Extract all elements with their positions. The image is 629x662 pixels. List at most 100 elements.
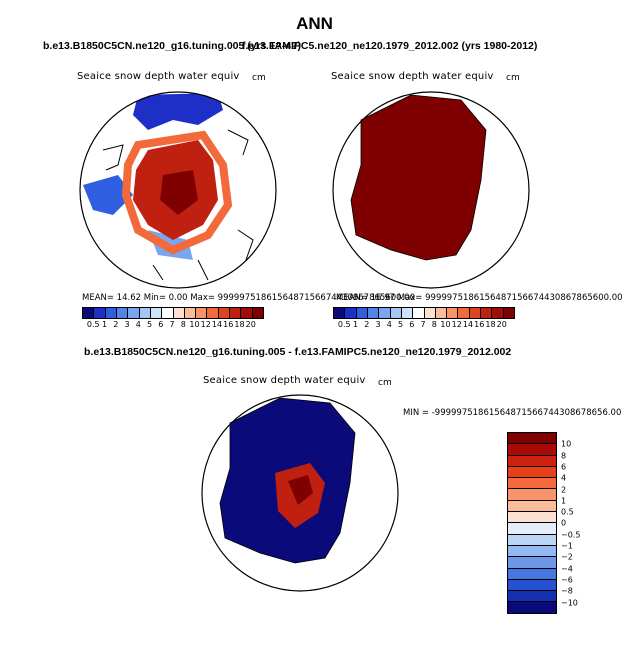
colorbar-swatch (334, 308, 346, 318)
colorbar-tick-label: 16 (223, 320, 234, 329)
colorbar-tick-label: −4 (561, 564, 573, 574)
colorbar-tick-label: 1 (561, 496, 567, 506)
colorbar-tick-label: 3 (124, 320, 130, 329)
colorbar-swatch (508, 489, 556, 501)
colorbar-tick-label: −6 (561, 575, 573, 585)
colorbar-swatch (508, 433, 556, 445)
colorbar-tick-label: −8 (561, 586, 573, 596)
colorbar-tick-label: −2 (561, 552, 573, 562)
colorbar-tick-label: 4 (561, 473, 567, 483)
panel3-case-title: b.e13.B1850C5CN.ne120_g16.tuning.005 - f… (84, 346, 512, 358)
colorbar-swatch (508, 568, 556, 580)
panel2-field-label: Seaice snow depth water equiv (331, 71, 494, 82)
colorbar-swatch (508, 512, 556, 524)
colorbar-swatch (241, 308, 253, 318)
panel1-stats: MEAN= 14.62 Min= 0.00 Max= 9999975186156… (82, 293, 416, 303)
colorbar-tick-label: 0.5 (86, 320, 100, 329)
colorbar-tick-label: 20 (496, 320, 507, 329)
panel1-coastlines (102, 129, 254, 281)
colorbar-swatch (207, 308, 219, 318)
colorbar-swatch (184, 308, 197, 318)
colorbar-tick-label: 0.5 (337, 320, 351, 329)
panel1-map-border (79, 91, 277, 289)
colorbar-swatch (508, 478, 556, 490)
colorbar-tick-label: 20 (245, 320, 256, 329)
panel3-map (201, 394, 399, 592)
panel2-case-title: f.e13.FAMIPC5.ne120_ne120.1979_2012.002 … (242, 40, 538, 52)
colorbar-swatch (503, 308, 514, 318)
panel3-darkred-center (288, 475, 313, 505)
colorbar-swatch (508, 523, 556, 535)
colorbar-swatch (424, 308, 436, 318)
colorbar-tick-label: −10 (561, 598, 578, 607)
colorbar-tick-label: −0.5 (561, 530, 581, 540)
colorbar-tick-label: 0 (561, 518, 567, 528)
colorbar-swatch (508, 602, 556, 613)
colorbar-tick-label: 10 (561, 439, 572, 449)
colorbar-tick-label: 4 (135, 320, 141, 329)
panel1-case-title: b.e13.B1850C5CN.ne120_g16.tuning.005 (yr… (43, 40, 301, 52)
figure-title: ANN (296, 14, 333, 33)
colorbar-tick-label: 5 (397, 320, 404, 329)
colorbar-swatch (230, 308, 242, 318)
colorbar-swatch (116, 308, 129, 318)
panel1-map (79, 91, 277, 289)
panel2-coastlines (350, 94, 487, 261)
colorbar-tick-label: 3 (375, 320, 381, 329)
panel2-unit: cm (506, 73, 520, 83)
panel3-map-border (201, 394, 399, 592)
colorbar-swatch (481, 308, 493, 318)
colorbar-tick-label: 10 (189, 320, 200, 329)
colorbar-swatch (356, 308, 368, 318)
colorbar-swatch (508, 591, 556, 603)
colorbar-swatch (173, 308, 185, 318)
colorbar-tick-label: 7 (420, 320, 426, 329)
panel3-coastlines (219, 397, 356, 564)
panel2-darkred-region (351, 95, 486, 260)
colorbar-tick-label: 0.5 (561, 507, 574, 517)
colorbar-tick-label: 6 (561, 462, 567, 472)
colorbar-tick-label: 14 (462, 320, 474, 329)
colorbar-swatch (469, 308, 482, 318)
colorbar-swatch (150, 308, 163, 318)
colorbar-tick-label: 4 (386, 320, 392, 329)
panel1-blue-region-top (133, 93, 223, 130)
colorbar-tick-label: 10 (440, 320, 451, 329)
colorbar-left (82, 307, 264, 319)
colorbar-tick-label: 7 (169, 320, 175, 329)
colorbar-swatch (367, 308, 380, 318)
colorbar-swatch (508, 500, 556, 513)
panel1-field-label: Seaice snow depth water equiv (77, 71, 240, 82)
colorbar-swatch (508, 444, 556, 456)
colorbar-swatch (94, 308, 106, 318)
colorbar-difference (507, 432, 557, 614)
colorbar-swatch (508, 534, 556, 546)
panel3-stats: MIN = -99999751861564871566744308678656.… (403, 408, 622, 418)
colorbar-swatch (458, 308, 470, 318)
panel1-orange-fringe (121, 130, 233, 255)
panel1-unit: cm (252, 73, 266, 83)
colorbar-swatch (390, 308, 402, 318)
panel3-field-label: Seaice snow depth water equiv (203, 375, 366, 386)
colorbar-swatch (252, 308, 263, 318)
colorbar-swatch (508, 466, 556, 479)
colorbar-tick-label: 6 (409, 320, 415, 329)
colorbar-tick-label: 2 (364, 320, 370, 329)
colorbar-tick-label: 12 (200, 320, 211, 329)
colorbar-swatch (508, 455, 556, 467)
colorbar-tick-label: 12 (451, 320, 462, 329)
colorbar-swatch (139, 308, 151, 318)
colorbar-swatch (196, 308, 208, 318)
colorbar-tick-label: 2 (561, 485, 567, 494)
colorbar-swatch (447, 308, 459, 318)
colorbar-tick-label: 14 (211, 320, 223, 329)
panel2-map-border (332, 91, 530, 289)
colorbar-tick-label: 5 (146, 320, 153, 329)
colorbar-tick-label: 8 (561, 451, 567, 461)
colorbar-tick-label: 18 (234, 320, 245, 329)
panel1-darkred-center (160, 170, 198, 215)
colorbar-right (333, 307, 515, 319)
colorbar-tick-label: 1 (352, 320, 359, 329)
colorbar-tick-label: 18 (485, 320, 496, 329)
colorbar-swatch (508, 579, 556, 592)
